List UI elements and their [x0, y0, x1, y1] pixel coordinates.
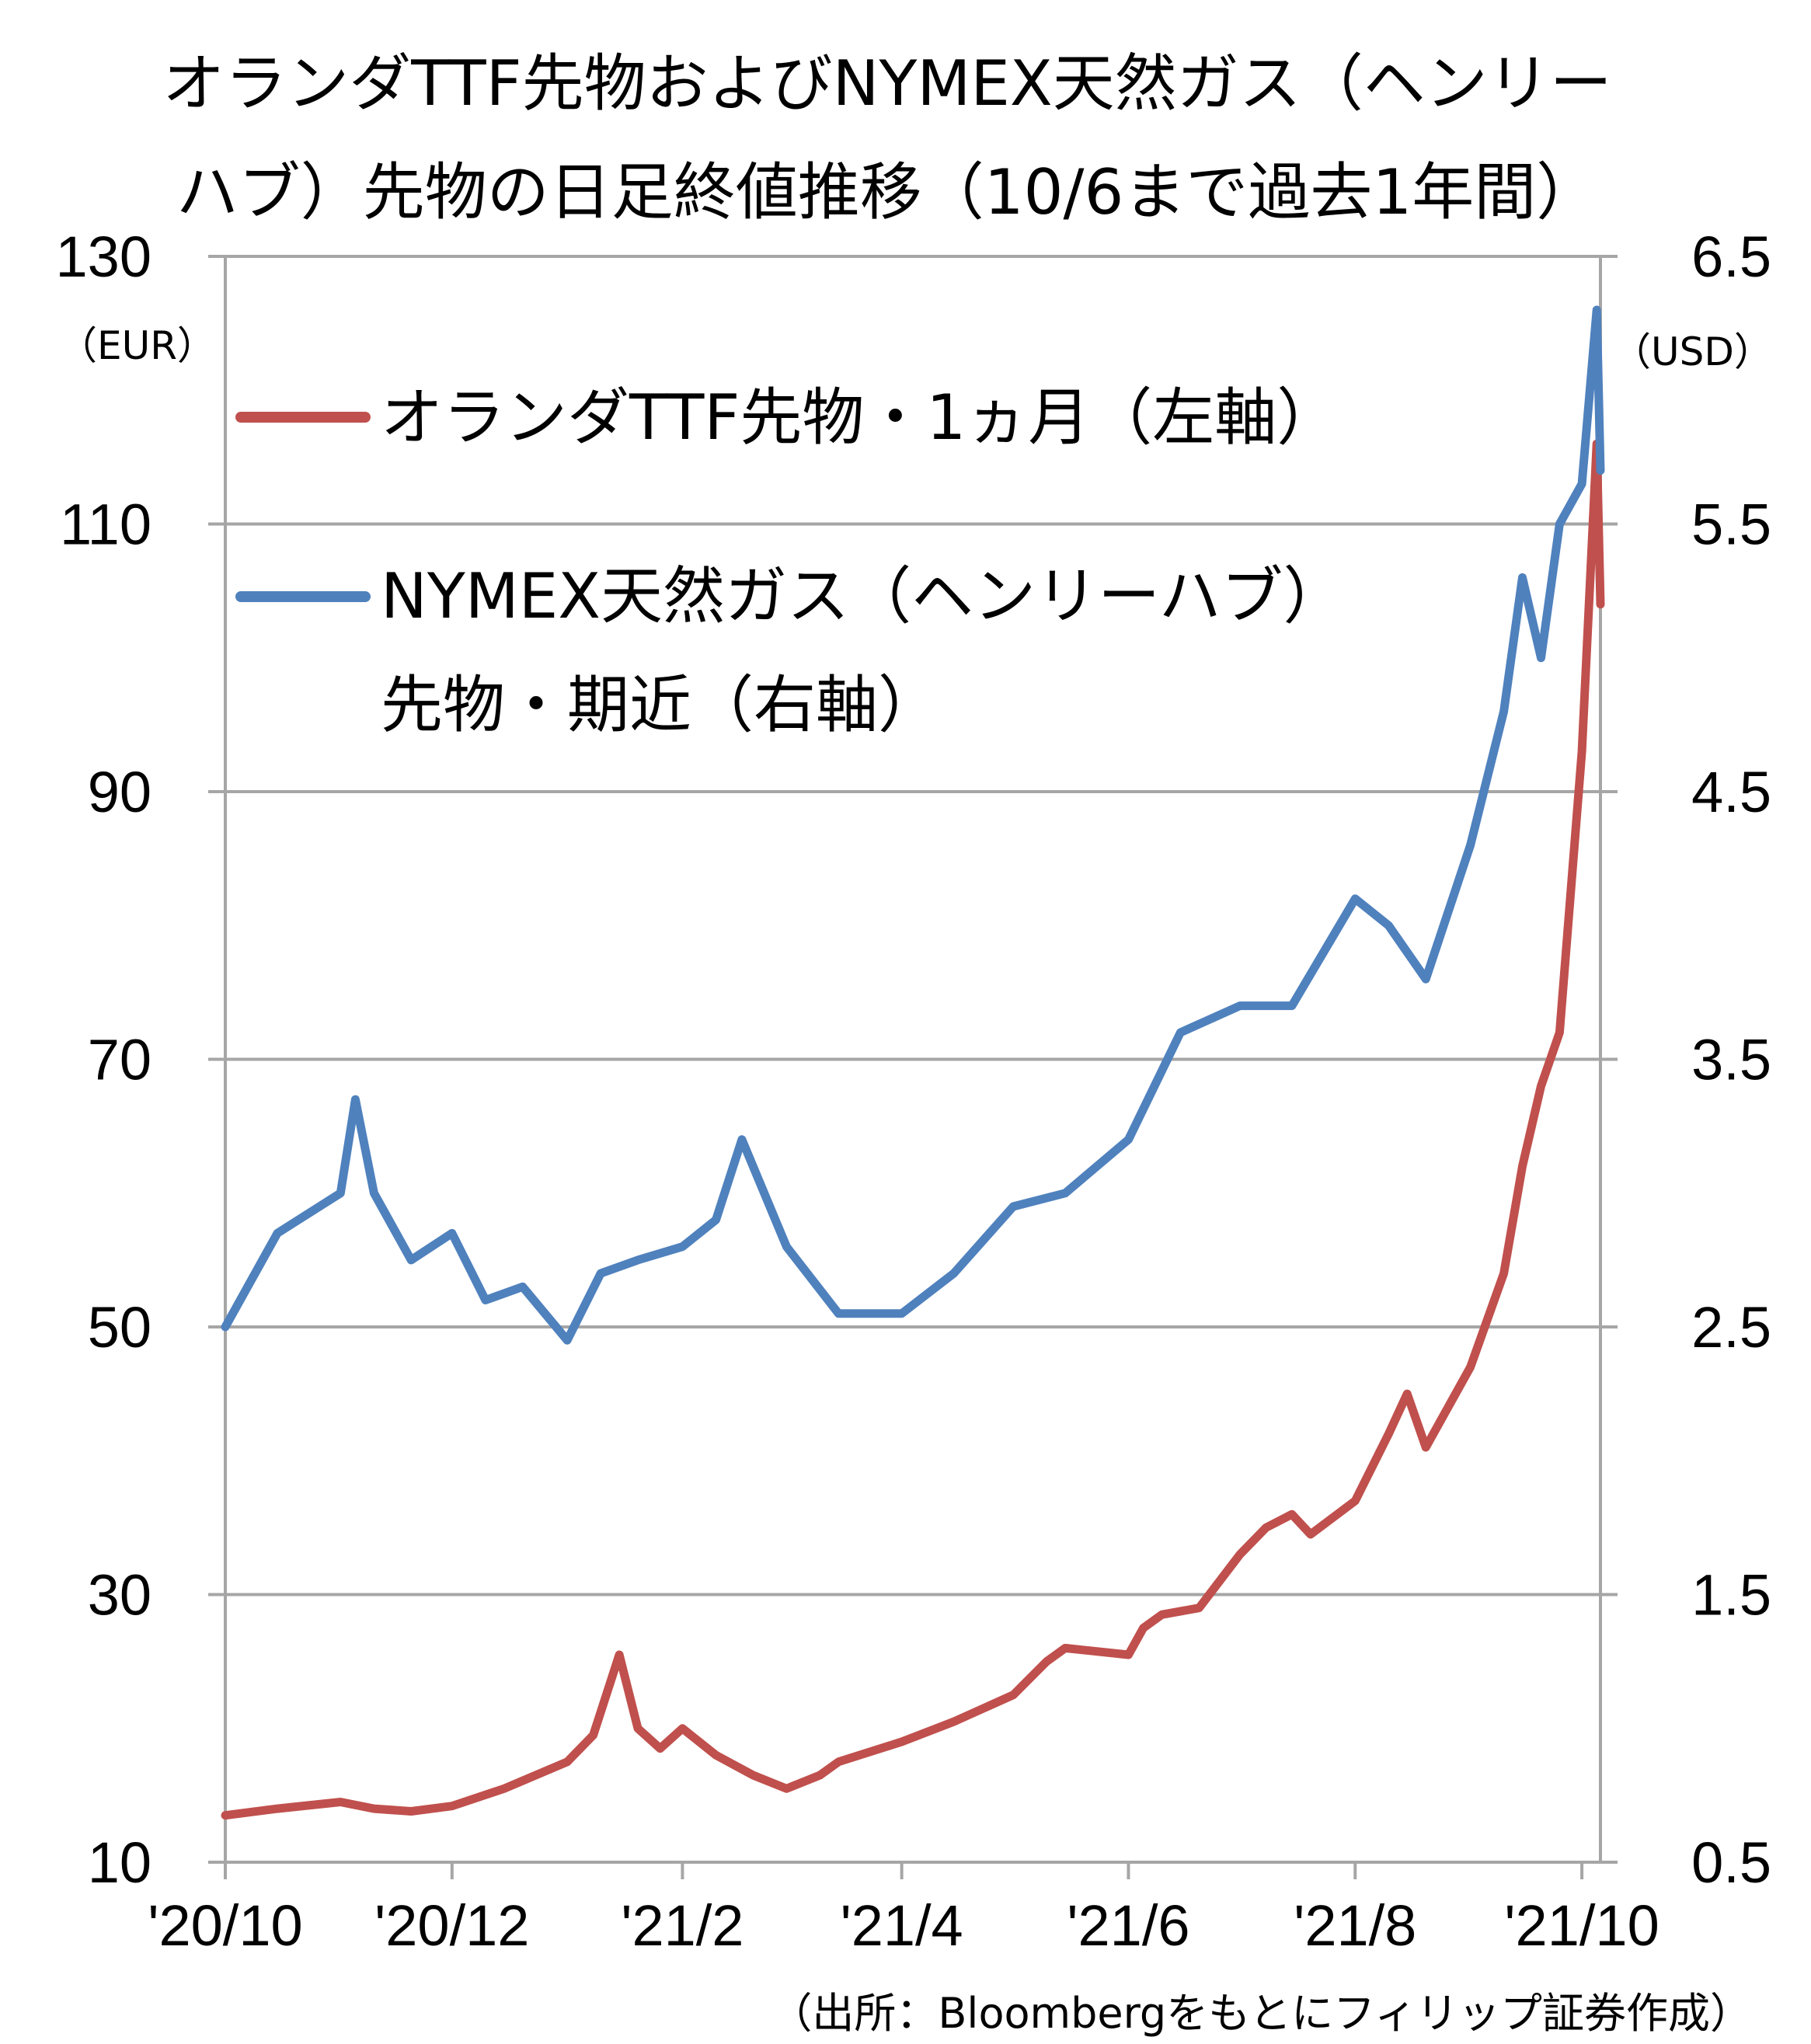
left-tick-label: 50: [88, 1295, 151, 1360]
left-tick-label: 30: [88, 1563, 151, 1628]
x-tick-label: '21/10: [1504, 1893, 1659, 1958]
source-note: （出所：Bloombergをもとにフィリップ証券作成）: [770, 1989, 1752, 2038]
legend-label-ttf: オランダTTF先物・1ヵ月（左軸）: [381, 381, 1339, 454]
left-tick-label: 130: [56, 225, 151, 289]
x-tick-label: '21/6: [1067, 1893, 1189, 1958]
chart-title-line-1: オランダTTF先物およびNYMEX天然ガス（ヘンリー: [162, 47, 1611, 120]
left-tick-label: 10: [88, 1830, 151, 1895]
x-tick-label: '20/12: [374, 1893, 529, 1958]
left-tick-label: 70: [88, 1028, 151, 1092]
x-tick-label: '21/8: [1294, 1893, 1416, 1958]
chart-title-line-2: ハブ）先物の日足終値推移（10/6まで過去1年間）: [176, 156, 1599, 228]
right-tick-label: 5.5: [1691, 493, 1771, 557]
right-tick-label: 4.5: [1691, 760, 1771, 824]
series-line-ttf: [221, 439, 1605, 1820]
axes: [208, 255, 1618, 1879]
legend: オランダTTF先物・1ヵ月（左軸） NYMEX天然ガス（ヘンリーハブ） 先物・期…: [235, 381, 1365, 741]
x-tick-label: '21/4: [841, 1893, 963, 1958]
gridlines: [225, 255, 1600, 1597]
right-axis-tick-labels: 6.5 5.5 4.5 3.5 2.5 1.5 0.5: [1691, 225, 1771, 1895]
left-tick-label: 90: [88, 760, 151, 824]
left-axis-unit: （EUR）: [58, 323, 216, 368]
right-axis-unit: （USD）: [1612, 329, 1773, 374]
right-tick-label: 0.5: [1691, 1830, 1771, 1895]
left-tick-label: 110: [60, 493, 151, 557]
left-axis-tick-labels: 130 110 90 70 50 30 10: [56, 225, 151, 1895]
legend-label-henry-hub-line-2: 先物・期近（右軸）: [381, 669, 940, 741]
legend-label-henry-hub: NYMEX天然ガス（ヘンリーハブ） 先物・期近（右軸）: [381, 560, 1365, 741]
x-tick-label: '21/2: [621, 1893, 744, 1958]
legend-label-henry-hub-line-1: NYMEX天然ガス（ヘンリーハブ）: [381, 560, 1346, 632]
series-layer: [221, 305, 1605, 1820]
series-line-henry-hub: [221, 305, 1605, 1345]
right-tick-label: 3.5: [1691, 1028, 1771, 1092]
x-axis-tick-labels: '20/10 '20/12 '21/2 '21/4 '21/6 '21/8 '21/10: [148, 1893, 1659, 1958]
x-tick-label: '20/10: [148, 1893, 302, 1958]
right-tick-label: 1.5: [1691, 1563, 1771, 1628]
right-tick-label: 6.5: [1691, 225, 1771, 289]
right-tick-label: 2.5: [1691, 1295, 1771, 1360]
